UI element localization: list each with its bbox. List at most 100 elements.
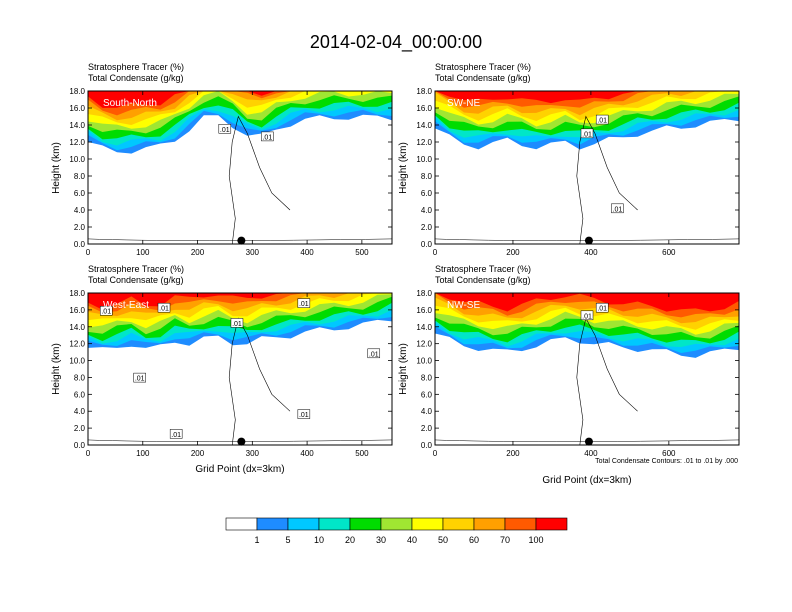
contour-label: .01 bbox=[597, 306, 607, 313]
contour-label-box bbox=[595, 114, 609, 125]
colorbar-swatch bbox=[380, 517, 413, 531]
colorbar-swatch bbox=[256, 517, 289, 531]
y-tick-label: 14.0 bbox=[416, 323, 432, 332]
y-tick-label: 8.0 bbox=[421, 172, 433, 181]
contour-label: .01 bbox=[597, 118, 607, 125]
condensate-contour-low bbox=[88, 238, 392, 241]
figure-title: 2014-02-04_00:00:00 bbox=[310, 32, 482, 53]
x-tick-label: 200 bbox=[506, 449, 520, 458]
contour-label-box bbox=[580, 310, 594, 321]
y-tick-label: 0.0 bbox=[421, 441, 433, 450]
contour-label: .01 bbox=[171, 432, 181, 439]
y-tick-label: 18.0 bbox=[416, 289, 432, 298]
x-tick-label: 200 bbox=[506, 248, 520, 257]
panel-1-label-line1: Stratosphere Tracer (%) bbox=[88, 62, 184, 72]
colorbar-label: 50 bbox=[438, 535, 448, 545]
field-layer bbox=[435, 293, 739, 445]
panel-nw-se: Stratosphere Tracer (%) Total Condensate… bbox=[398, 264, 740, 486]
contour-label: .01 bbox=[369, 351, 379, 358]
x-tick-label: 300 bbox=[246, 449, 260, 458]
x-tick-label: 100 bbox=[136, 449, 150, 458]
contour-label: .01 bbox=[220, 127, 230, 134]
y-tick-label: 10.0 bbox=[416, 155, 432, 164]
contour-label: .01 bbox=[299, 412, 309, 419]
condensate-contour-low bbox=[88, 439, 392, 442]
y-tick-label: 2.0 bbox=[74, 424, 86, 433]
tracer-band-10 bbox=[88, 293, 392, 310]
panel-3-ylabel: Height (km) bbox=[51, 343, 62, 395]
condensate-contour-low bbox=[435, 238, 739, 241]
colorbar-swatch bbox=[287, 517, 320, 531]
x-tick-label: 200 bbox=[191, 449, 205, 458]
field-layer bbox=[435, 91, 739, 244]
contour-label: .01 bbox=[262, 134, 272, 141]
colorbar-label: 10 bbox=[314, 535, 324, 545]
y-tick-label: 0.0 bbox=[74, 441, 86, 450]
x-tick-label: 0 bbox=[433, 449, 438, 458]
colorbar-label: 60 bbox=[469, 535, 479, 545]
panel-4-name: NW-SE bbox=[447, 300, 480, 311]
contour-label-box bbox=[169, 429, 183, 439]
colorbar-swatch bbox=[535, 517, 568, 531]
x-tick-label: 0 bbox=[433, 248, 438, 257]
panel-2-label-line1: Stratosphere Tracer (%) bbox=[435, 62, 531, 72]
x-tick-label: 600 bbox=[662, 449, 676, 458]
panel-2-label-line2: Total Condensate (g/kg) bbox=[435, 73, 531, 83]
y-tick-label: 6.0 bbox=[421, 189, 433, 198]
contour-note: Total Condensate Contours: .01 to .01 by… bbox=[595, 458, 738, 465]
y-tick-label: 0.0 bbox=[421, 240, 433, 249]
colorbar-swatch bbox=[318, 517, 351, 531]
field-layer bbox=[88, 91, 392, 244]
colorbar-swatch bbox=[504, 517, 537, 531]
contour-label-box bbox=[611, 203, 624, 214]
colorbar-label: 40 bbox=[407, 535, 417, 545]
colorbar-label: 100 bbox=[528, 535, 543, 545]
x-tick-label: 400 bbox=[300, 248, 314, 257]
panel-3-label-line2: Total Condensate (g/kg) bbox=[88, 275, 184, 285]
tracer-band-10 bbox=[435, 293, 739, 312]
contour-label: .01 bbox=[159, 306, 169, 313]
colorbar-label: 20 bbox=[345, 535, 355, 545]
y-tick-label: 2.0 bbox=[421, 223, 433, 232]
y-tick-label: 6.0 bbox=[421, 390, 433, 399]
colorbar-label: 30 bbox=[376, 535, 386, 545]
plot-area-1: .01 .01 0.0 2.0 4.0 6.0 8.0 10.0 12.0 14.0 16.0 18.… bbox=[69, 87, 393, 257]
panel-4-xlabel: Grid Point (dx=3km) bbox=[542, 475, 631, 486]
x-tick-label: 600 bbox=[662, 248, 676, 257]
contour-label-box bbox=[99, 305, 113, 316]
colorbar-label: 1 bbox=[254, 535, 259, 545]
colorbar-label: 5 bbox=[285, 535, 290, 545]
y-tick-label: 12.0 bbox=[416, 340, 432, 349]
panel-west-east: Stratosphere Tracer (%) Total Condensate… bbox=[51, 264, 393, 475]
contour-label-box bbox=[133, 372, 146, 383]
condensate-contour-low bbox=[435, 439, 739, 442]
contour-label: .01 bbox=[613, 206, 623, 213]
x-tick-label: 400 bbox=[300, 449, 314, 458]
y-tick-label: 18.0 bbox=[416, 87, 432, 96]
y-tick-label: 4.0 bbox=[421, 206, 433, 215]
contour-label: .01 bbox=[101, 309, 111, 316]
colorbar-swatch bbox=[349, 517, 382, 531]
contour-label: .01 bbox=[299, 301, 309, 308]
field-layer bbox=[88, 293, 392, 445]
contour-label-box bbox=[261, 131, 274, 142]
x-tick-label: 400 bbox=[584, 248, 598, 257]
tracer-band-10 bbox=[88, 91, 392, 108]
y-tick-label: 18.0 bbox=[69, 289, 85, 298]
panel-3-xlabel: Grid Point (dx=3km) bbox=[195, 464, 284, 475]
y-tick-label: 6.0 bbox=[74, 189, 86, 198]
y-tick-label: 12.0 bbox=[69, 138, 85, 147]
y-tick-label: 8.0 bbox=[74, 172, 86, 181]
y-tick-label: 8.0 bbox=[74, 373, 86, 382]
contour-label-box bbox=[218, 124, 232, 134]
y-tick-label: 16.0 bbox=[69, 306, 85, 315]
panel-4-ylabel: Height (km) bbox=[398, 343, 409, 395]
condensate-contour bbox=[228, 115, 291, 244]
panel-4-label-line2: Total Condensate (g/kg) bbox=[435, 275, 531, 285]
panel-3-label-line1: Stratosphere Tracer (%) bbox=[88, 264, 184, 274]
location-marker bbox=[584, 437, 593, 446]
y-tick-label: 4.0 bbox=[74, 407, 86, 416]
panel-2-name: SW-NE bbox=[447, 98, 480, 109]
x-tick-label: 500 bbox=[355, 449, 369, 458]
